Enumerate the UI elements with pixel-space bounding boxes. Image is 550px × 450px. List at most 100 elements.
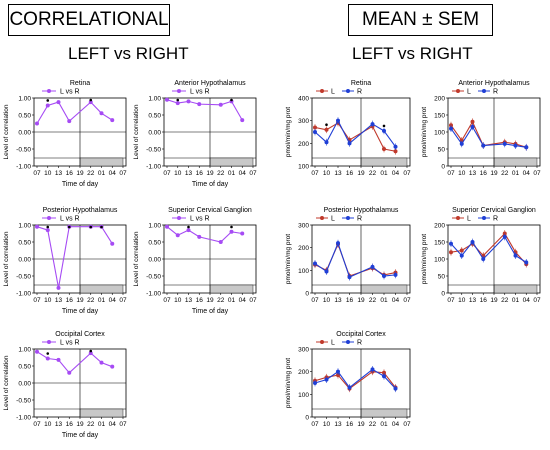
- mean-sem-title: MEAN ± SEM: [361, 9, 480, 30]
- legend-marker: [320, 340, 324, 344]
- data-point: [165, 224, 169, 229]
- y-tick-label: 150: [434, 113, 445, 120]
- y-tick-label: 0.00: [18, 257, 31, 264]
- data-point: [347, 141, 352, 146]
- data-point: [110, 118, 115, 123]
- data-point: [382, 274, 386, 278]
- y-tick-label: 1.00: [18, 96, 31, 103]
- data-point: [513, 143, 518, 148]
- legend-marker: [346, 216, 350, 220]
- y-axis-label: Level of correlation: [3, 355, 10, 410]
- legend-marker: [320, 216, 324, 220]
- data-point: [175, 233, 180, 238]
- dark-phase-bar: [79, 284, 124, 294]
- data-point: [370, 122, 375, 127]
- y-axis-label: Level of correlation: [133, 231, 140, 286]
- data-point: [370, 264, 375, 269]
- x-tick-label: 04: [109, 297, 117, 304]
- y-tick-label: 0: [441, 291, 445, 298]
- chart-occipital-cortex-correlation: Occipital Cortex L vs R 1.00 0.50 0.00 -0.50 -…: [3, 331, 127, 439]
- x-tick-label: 10: [174, 297, 182, 304]
- x-tick-label: 07: [311, 170, 319, 177]
- legend-label: L: [331, 340, 335, 347]
- y-axis-label: pmol/min/mg prot: [421, 234, 428, 284]
- x-tick-label: 22: [369, 421, 377, 428]
- significance-marker: [100, 225, 103, 229]
- y-tick-label: -1.00: [16, 291, 31, 298]
- x-tick-label: 04: [392, 297, 400, 304]
- x-axis-label: Time of day: [192, 181, 229, 188]
- y-axis-label: pmol/min/mg prot: [285, 234, 292, 284]
- data-point: [229, 229, 234, 234]
- y-tick-label: -0.50: [16, 274, 31, 281]
- data-point: [470, 240, 475, 244]
- x-tick-label: 16: [66, 170, 74, 177]
- x-tick-label: 13: [55, 170, 63, 177]
- legend-label: R: [493, 89, 498, 96]
- significance-marker: [230, 98, 233, 102]
- data-point: [175, 101, 180, 106]
- legend-label: L: [467, 89, 471, 96]
- data-point: [99, 360, 104, 365]
- legend-marker: [456, 216, 460, 220]
- data-point: [35, 349, 39, 354]
- y-axis-label: Level of correlation: [133, 104, 140, 159]
- y-tick-label: 200: [298, 369, 309, 376]
- data-point: [470, 124, 475, 129]
- chart-title: Superior Cervical Ganglion: [168, 207, 252, 214]
- x-tick-label: 19: [357, 297, 365, 304]
- data-point: [370, 367, 375, 372]
- x-tick-label: 07: [447, 297, 455, 304]
- x-tick-label: 22: [369, 297, 377, 304]
- data-point: [524, 260, 529, 265]
- x-tick-label: 01: [228, 297, 236, 304]
- legend-marker: [482, 89, 486, 93]
- significance-marker: [89, 225, 93, 229]
- x-tick-label: 01: [380, 297, 388, 304]
- x-tick-label: 01: [98, 297, 106, 304]
- data-point: [56, 285, 61, 290]
- significance-marker: [187, 225, 190, 229]
- significance-marker: [176, 98, 180, 102]
- x-tick-label: 01: [380, 421, 388, 428]
- dark-phase-bar: [79, 408, 124, 418]
- y-tick-label: 200: [434, 96, 445, 103]
- data-point: [99, 111, 104, 116]
- significance-marker: [67, 225, 71, 229]
- legend-marker: [47, 216, 51, 220]
- x-tick-label: 01: [228, 170, 236, 177]
- correlational-subtitle: LEFT vs RIGHT: [68, 44, 189, 63]
- series-line: [36, 226, 113, 289]
- y-axis-label: pmol/min/mg prot: [285, 358, 292, 408]
- data-point: [240, 118, 245, 123]
- y-tick-label: 300: [298, 347, 309, 354]
- legend-label: L: [467, 216, 471, 223]
- x-axis-label: Time of day: [192, 308, 229, 315]
- x-tick-label: 07: [311, 421, 319, 428]
- x-tick-label: 13: [55, 297, 63, 304]
- data-point: [393, 386, 398, 391]
- y-tick-label: 0: [441, 164, 445, 171]
- y-tick-label: 200: [298, 141, 309, 148]
- x-tick-label: 04: [523, 170, 531, 177]
- data-point: [393, 149, 398, 154]
- x-tick-label: 16: [346, 421, 354, 428]
- data-point: [336, 118, 340, 123]
- data-point: [88, 351, 93, 356]
- x-tick-label: 19: [490, 297, 498, 304]
- x-tick-label: 07: [119, 170, 127, 177]
- x-tick-label: 19: [206, 170, 214, 177]
- data-point: [110, 364, 115, 369]
- y-tick-label: 200: [298, 245, 309, 252]
- y-axis-label: pmol/min/mg prot: [285, 107, 292, 157]
- data-point: [218, 102, 223, 107]
- legend-label: L: [331, 216, 335, 223]
- x-tick-label: 13: [469, 297, 477, 304]
- legend-marker: [177, 89, 181, 93]
- y-tick-label: 300: [298, 118, 309, 125]
- data-point: [336, 241, 340, 246]
- x-tick-label: 22: [501, 170, 509, 177]
